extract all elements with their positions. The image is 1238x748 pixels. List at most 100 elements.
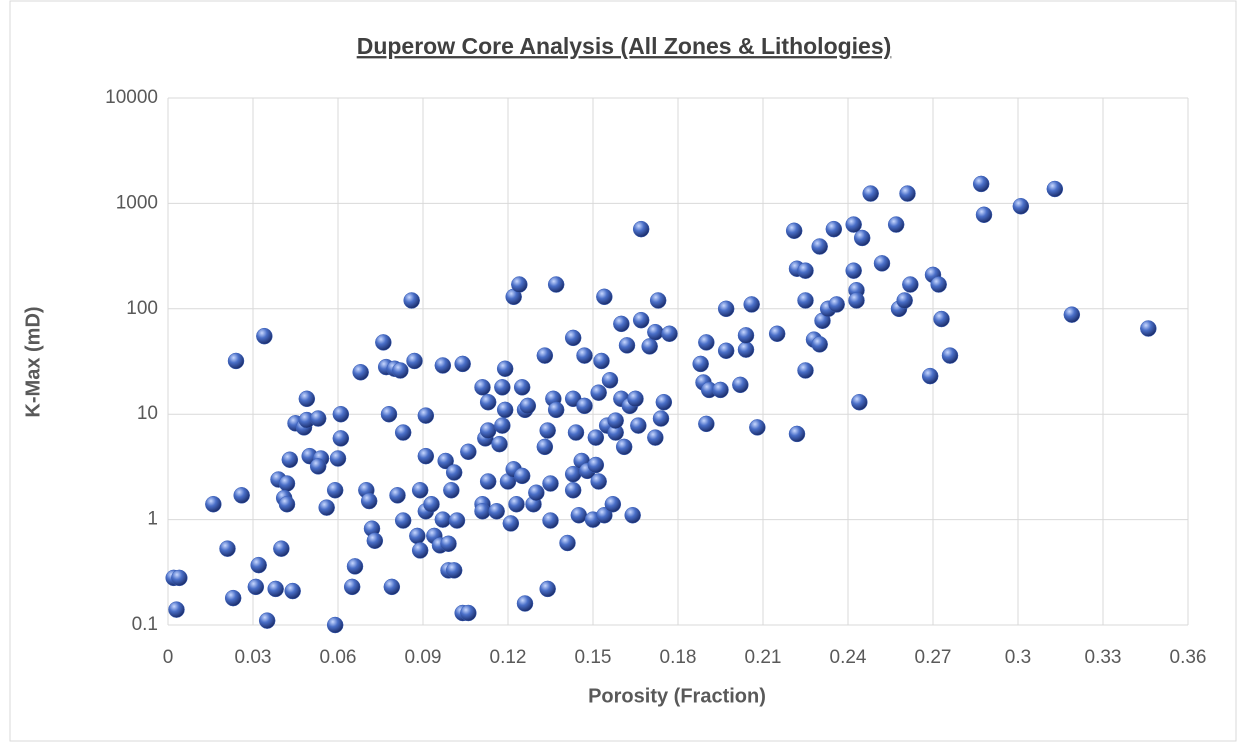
point — [392, 362, 409, 379]
point — [403, 292, 420, 309]
point — [375, 334, 392, 351]
x-tick-label: 0.09 — [405, 647, 442, 668]
point — [423, 495, 440, 513]
point — [743, 296, 760, 313]
point — [647, 429, 664, 446]
point — [627, 390, 644, 408]
x-tick-label: 0.33 — [1085, 647, 1122, 668]
point — [1063, 306, 1081, 323]
x-tick-label: 0.15 — [575, 647, 612, 668]
point — [247, 578, 265, 596]
point — [411, 542, 429, 559]
point — [899, 185, 916, 202]
grid — [167, 97, 1189, 626]
point — [590, 473, 607, 490]
point — [434, 511, 452, 528]
point — [516, 595, 534, 612]
point — [559, 534, 576, 552]
point — [171, 569, 188, 587]
point — [479, 473, 497, 490]
chart-border — [9, 0, 1237, 742]
point — [624, 506, 641, 524]
point — [732, 376, 749, 394]
point — [417, 407, 435, 424]
point — [590, 384, 607, 401]
point — [542, 475, 559, 492]
point — [528, 484, 545, 501]
point — [332, 405, 350, 423]
point — [845, 262, 862, 279]
point — [567, 424, 585, 441]
point — [788, 425, 806, 443]
point — [513, 467, 531, 485]
point — [887, 216, 905, 233]
x-tick-label: 0.06 — [320, 647, 357, 668]
point — [448, 512, 466, 529]
point — [332, 430, 350, 447]
point — [394, 424, 412, 441]
point — [454, 355, 471, 373]
x-tick-label: 0.03 — [235, 647, 272, 668]
point — [394, 512, 412, 529]
point — [440, 535, 457, 553]
point — [737, 341, 755, 358]
point — [941, 347, 959, 364]
point — [318, 499, 335, 516]
point — [513, 379, 531, 396]
point — [698, 415, 715, 433]
point — [479, 422, 497, 439]
point — [564, 481, 582, 499]
point — [460, 443, 477, 461]
point — [1012, 197, 1030, 215]
point — [168, 601, 185, 618]
point — [825, 220, 843, 238]
point — [409, 527, 426, 545]
point — [862, 185, 879, 202]
point — [811, 238, 828, 255]
x-tick-label: 0.24 — [830, 647, 867, 668]
y-axis-title: K-Max (mD) — [22, 306, 44, 417]
point — [502, 515, 520, 532]
point — [474, 503, 491, 520]
x-axis-title: Porosity (Fraction) — [588, 685, 766, 707]
point — [491, 435, 508, 453]
point — [343, 578, 361, 596]
point — [632, 311, 650, 329]
point — [593, 352, 610, 370]
point — [921, 367, 939, 385]
y-tick-label: 1 — [147, 509, 158, 530]
point — [258, 612, 276, 629]
point — [352, 364, 369, 381]
point — [547, 401, 565, 419]
point — [853, 229, 871, 247]
point — [613, 315, 630, 333]
points — [165, 175, 1157, 634]
point — [930, 276, 947, 293]
point — [256, 327, 273, 345]
x-tick-label: 0.36 — [1170, 647, 1207, 668]
point — [596, 506, 613, 524]
point — [604, 495, 622, 513]
point — [496, 401, 514, 419]
point — [785, 222, 803, 240]
point — [494, 379, 511, 396]
point — [267, 580, 284, 598]
point — [278, 495, 296, 513]
point — [443, 481, 460, 499]
point — [797, 292, 814, 309]
point — [547, 276, 565, 293]
point — [661, 325, 678, 342]
point — [380, 405, 398, 423]
point — [768, 325, 786, 342]
point — [570, 506, 588, 524]
point — [488, 503, 505, 520]
chart-title: Duperow Core Analysis (All Zones & Litho… — [357, 33, 892, 59]
point — [972, 175, 990, 193]
x-tick-label: 0.27 — [915, 647, 952, 668]
point — [902, 276, 919, 293]
point — [641, 338, 658, 355]
point — [797, 262, 814, 279]
point — [445, 562, 463, 579]
point — [717, 342, 735, 359]
